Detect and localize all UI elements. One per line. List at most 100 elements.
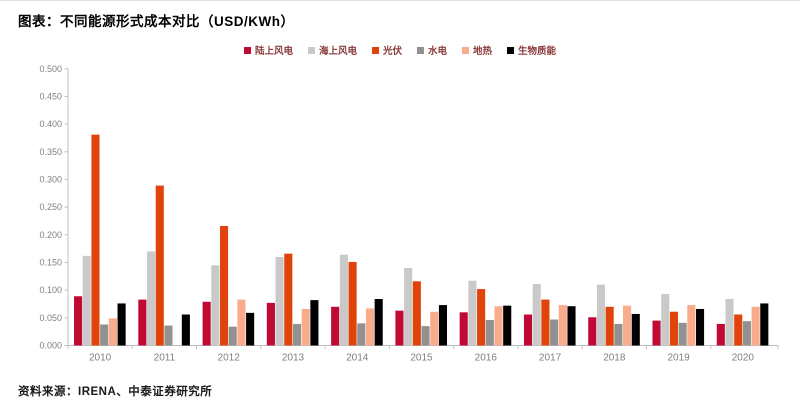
bar-2013-series-3	[292, 323, 302, 346]
legend-swatch-icon	[417, 46, 424, 54]
bar-2020-series-4	[751, 306, 760, 346]
bar-2012-series-1	[211, 265, 220, 346]
bar-2010-series-1	[82, 255, 91, 346]
bar-2012-series-5	[246, 312, 255, 346]
bar-2011-series-0	[138, 299, 147, 346]
chart-title: 图表：不同能源形式成本对比（USD/KWh）	[18, 14, 295, 29]
bar-2016-series-3	[485, 320, 494, 346]
legend-swatch-icon	[243, 46, 251, 54]
bar-2011-series-5	[181, 314, 190, 346]
chart-legend: 陆上风电 海上风电 光伏 水电 地热 生物质能	[0, 43, 800, 57]
x-axis-category-label: 2013	[282, 353, 305, 364]
y-axis-tick-label: 0.350	[39, 147, 62, 157]
bar-2020-series-0	[716, 323, 725, 346]
bar-2018-series-3	[614, 323, 623, 346]
legend-item-offshore-wind: 海上风电	[307, 43, 357, 57]
bar-2019-series-2	[669, 311, 678, 346]
bar-2017-series-3	[550, 319, 559, 346]
y-axis-tick-label: 0.250	[39, 202, 62, 212]
bar-2020-series-5	[760, 303, 769, 346]
legend-label: 陆上风电	[254, 46, 293, 57]
bar-2011-series-3	[164, 325, 173, 346]
legend-item-geothermal: 地热	[462, 43, 492, 57]
legend-item-onshore-wind: 陆上风电	[243, 43, 293, 57]
legend-item-solar-pv: 光伏	[371, 43, 402, 57]
bar-2016-series-4	[494, 306, 503, 346]
bar-2018-series-5	[631, 313, 640, 346]
x-axis-category-label: 2010	[89, 353, 112, 364]
bar-2016-series-2	[477, 289, 486, 346]
bar-2014-series-5	[374, 299, 383, 346]
x-axis-category-label: 2015	[410, 353, 433, 364]
bar-2014-series-0	[331, 306, 340, 346]
x-axis-category-label: 2018	[603, 353, 626, 364]
x-axis-category-label: 2012	[218, 353, 241, 364]
legend-swatch-icon	[507, 46, 515, 54]
y-axis-tick-label: 0.450	[39, 91, 62, 101]
bar-2015-series-5	[438, 305, 447, 346]
bar-2015-series-2	[412, 281, 421, 346]
bar-2017-series-4	[558, 305, 567, 346]
bar-2018-series-1	[596, 284, 606, 346]
bar-2010-series-4	[108, 318, 117, 346]
bar-2019-series-3	[678, 322, 687, 346]
bar-2017-series-1	[532, 284, 541, 346]
bar-2010-series-0	[74, 296, 83, 346]
legend-swatch-icon	[371, 46, 379, 54]
y-axis-tick-label: 0.150	[39, 257, 62, 267]
bar-2019-series-5	[695, 308, 705, 346]
bar-2015-series-4	[430, 311, 439, 346]
y-axis-tick-label: 0.000	[39, 341, 62, 351]
bar-2010-series-2	[91, 134, 100, 346]
bar-2014-series-3	[357, 323, 366, 346]
bar-2014-series-2	[348, 261, 357, 346]
bar-2018-series-2	[605, 306, 614, 346]
y-axis-tick-label: 0.300	[39, 174, 62, 184]
x-axis-category-label: 2019	[667, 353, 690, 364]
bar-2017-series-5	[567, 306, 576, 346]
legend-item-hydro: 水电	[417, 43, 447, 57]
bar-2018-series-4	[623, 305, 632, 346]
x-axis-category-label: 2016	[475, 353, 498, 364]
y-axis-tick-label: 0.400	[39, 119, 62, 129]
legend-label: 海上风电	[318, 46, 357, 57]
bar-2014-series-1	[339, 254, 348, 346]
bar-2012-series-2	[219, 225, 229, 346]
data-source-note: 资料来源：IRENA、中泰证券研究所	[18, 386, 213, 398]
bar-2013-series-0	[266, 302, 275, 346]
legend-swatch-icon	[462, 46, 470, 54]
bar-2017-series-2	[541, 299, 550, 346]
legend-label: 水电	[428, 46, 448, 57]
bar-2013-series-4	[301, 308, 310, 346]
y-axis-tick-label: 0.200	[39, 230, 62, 240]
bar-2012-series-0	[202, 301, 211, 346]
bar-2016-series-1	[468, 280, 477, 346]
x-axis-category-label: 2011	[154, 353, 176, 364]
x-axis-category-label: 2017	[539, 353, 562, 364]
bar-2019-series-0	[652, 320, 661, 346]
bar-2019-series-1	[661, 294, 670, 346]
bar-2020-series-1	[725, 299, 734, 346]
x-axis-category-label: 2014	[346, 353, 369, 364]
bar-2015-series-1	[404, 268, 413, 346]
bar-2013-series-5	[310, 300, 319, 346]
legend-label: 地热	[473, 46, 493, 57]
bar-2012-series-3	[228, 326, 237, 346]
legend-item-biomass: 生物质能	[507, 43, 556, 57]
bar-2011-series-1	[147, 251, 156, 346]
bar-2010-series-5	[117, 303, 126, 346]
bar-2012-series-4	[237, 299, 246, 346]
bar-2016-series-0	[459, 312, 468, 346]
legend-swatch-icon	[307, 46, 315, 54]
bar-2019-series-4	[687, 305, 696, 346]
y-axis-tick-label: 0.500	[39, 64, 62, 74]
bar-2015-series-0	[395, 310, 404, 346]
bar-2015-series-3	[421, 326, 430, 346]
bar-2013-series-2	[284, 253, 293, 346]
legend-label: 生物质能	[518, 46, 557, 57]
y-axis-tick-label: 0.050	[39, 313, 62, 323]
x-axis-category-label: 2020	[732, 353, 755, 364]
legend-label: 光伏	[382, 46, 402, 57]
